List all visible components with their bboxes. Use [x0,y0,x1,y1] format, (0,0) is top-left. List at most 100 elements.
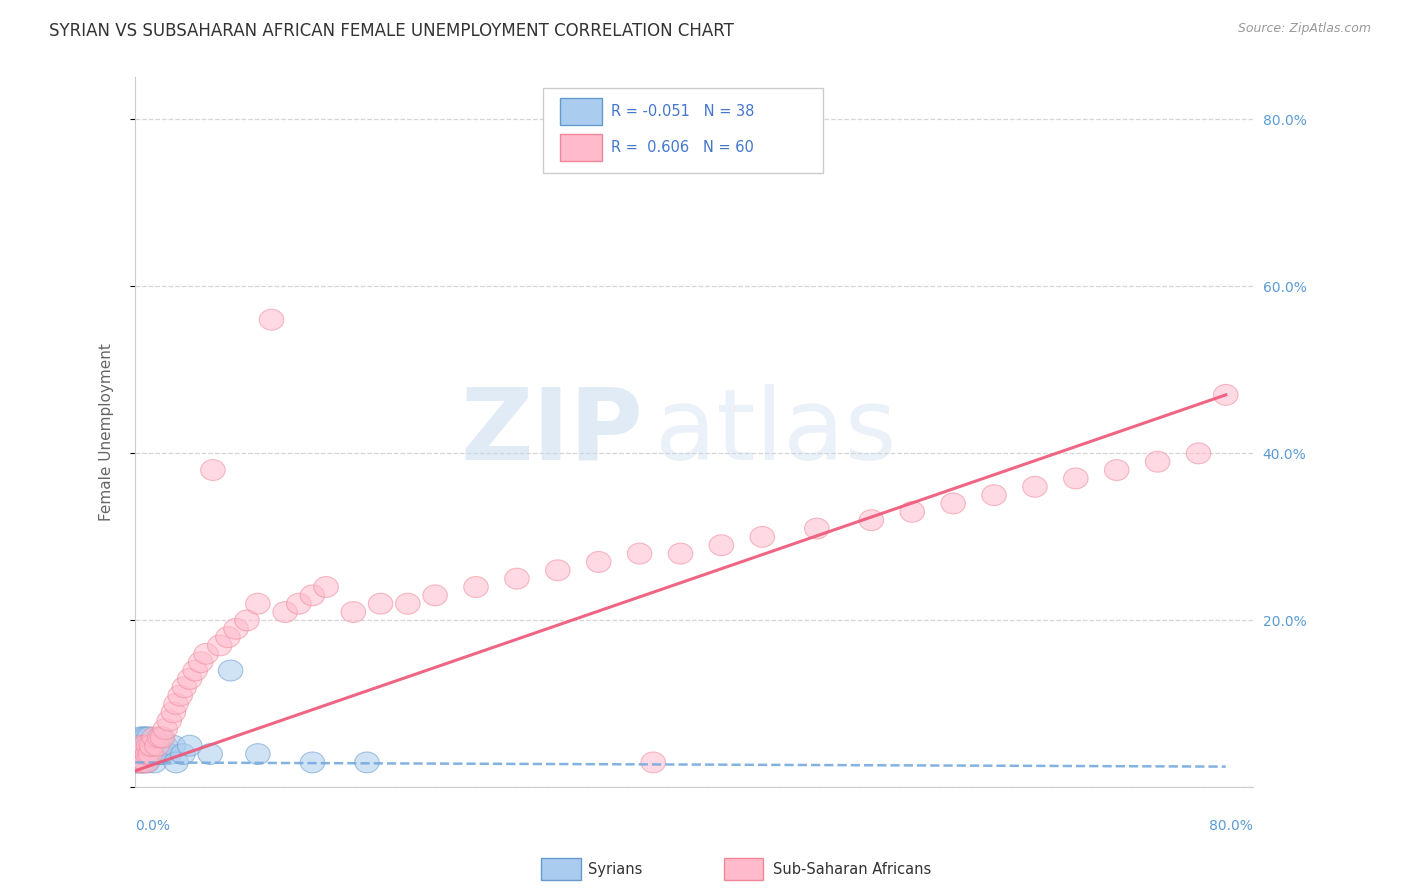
Ellipse shape [170,744,195,764]
Ellipse shape [546,560,569,581]
Ellipse shape [148,727,172,747]
Ellipse shape [128,744,153,764]
Ellipse shape [259,310,284,330]
Ellipse shape [131,744,156,764]
Ellipse shape [128,727,153,747]
Ellipse shape [641,752,665,772]
Ellipse shape [157,710,181,731]
Ellipse shape [586,551,612,573]
Ellipse shape [224,618,249,640]
Ellipse shape [505,568,529,589]
Ellipse shape [150,744,174,764]
Ellipse shape [354,752,380,772]
Ellipse shape [423,585,447,606]
Ellipse shape [246,744,270,764]
Ellipse shape [129,735,155,756]
Ellipse shape [150,727,174,747]
Ellipse shape [136,744,162,764]
Ellipse shape [188,652,212,673]
Ellipse shape [1105,459,1129,481]
FancyBboxPatch shape [560,98,602,125]
Text: Sub-Saharan Africans: Sub-Saharan Africans [773,863,932,877]
Ellipse shape [141,735,165,756]
Ellipse shape [900,501,925,523]
Ellipse shape [198,744,222,764]
Ellipse shape [135,752,160,772]
Ellipse shape [138,735,163,756]
Text: 80.0%: 80.0% [1209,820,1253,833]
Ellipse shape [208,635,232,656]
Ellipse shape [153,719,177,739]
Ellipse shape [127,744,152,764]
Ellipse shape [804,518,830,539]
Ellipse shape [299,752,325,772]
Text: 0.0%: 0.0% [135,820,170,833]
Text: R = -0.051   N = 38: R = -0.051 N = 38 [612,104,755,119]
Ellipse shape [124,752,149,772]
Ellipse shape [668,543,693,564]
Ellipse shape [131,727,156,747]
Ellipse shape [132,752,157,772]
Ellipse shape [165,752,188,772]
Ellipse shape [127,735,152,756]
FancyBboxPatch shape [560,134,602,161]
Ellipse shape [464,576,488,598]
Ellipse shape [627,543,652,564]
Ellipse shape [135,735,160,756]
Ellipse shape [235,610,259,631]
Ellipse shape [131,744,156,764]
Ellipse shape [162,702,186,723]
Ellipse shape [183,660,208,681]
Text: SYRIAN VS SUBSAHARAN AFRICAN FEMALE UNEMPLOYMENT CORRELATION CHART: SYRIAN VS SUBSAHARAN AFRICAN FEMALE UNEM… [49,22,734,40]
Ellipse shape [177,735,202,756]
Ellipse shape [287,593,311,615]
Ellipse shape [172,677,197,698]
Ellipse shape [981,484,1007,506]
Ellipse shape [125,744,150,764]
Ellipse shape [215,627,240,648]
Ellipse shape [142,727,166,747]
Ellipse shape [395,593,420,615]
Ellipse shape [136,727,162,747]
Ellipse shape [132,735,157,756]
Text: R =  0.606   N = 60: R = 0.606 N = 60 [612,139,754,154]
Ellipse shape [1063,468,1088,489]
Ellipse shape [246,593,270,615]
Ellipse shape [125,752,150,772]
Ellipse shape [136,735,162,756]
Ellipse shape [142,752,166,772]
Ellipse shape [273,601,298,623]
Ellipse shape [134,752,159,772]
Ellipse shape [135,744,160,764]
Ellipse shape [342,601,366,623]
Ellipse shape [165,693,188,714]
Ellipse shape [177,668,202,690]
Ellipse shape [1187,443,1211,464]
Y-axis label: Female Unemployment: Female Unemployment [100,343,114,522]
Ellipse shape [749,526,775,548]
Ellipse shape [194,643,218,665]
Ellipse shape [167,685,193,706]
Text: Source: ZipAtlas.com: Source: ZipAtlas.com [1237,22,1371,36]
Ellipse shape [299,585,325,606]
Ellipse shape [314,576,339,598]
Text: atlas: atlas [655,384,897,481]
Ellipse shape [132,735,157,756]
Ellipse shape [129,752,155,772]
Ellipse shape [149,727,173,747]
Ellipse shape [709,535,734,556]
Ellipse shape [153,735,177,756]
Ellipse shape [134,727,159,747]
Ellipse shape [139,735,165,756]
Ellipse shape [201,459,225,481]
Ellipse shape [941,493,966,514]
Ellipse shape [128,735,153,756]
Ellipse shape [157,744,181,764]
Ellipse shape [134,744,159,764]
Ellipse shape [368,593,392,615]
Ellipse shape [145,735,169,756]
Ellipse shape [218,660,243,681]
Ellipse shape [145,735,169,756]
Ellipse shape [129,752,155,772]
Ellipse shape [143,744,167,764]
